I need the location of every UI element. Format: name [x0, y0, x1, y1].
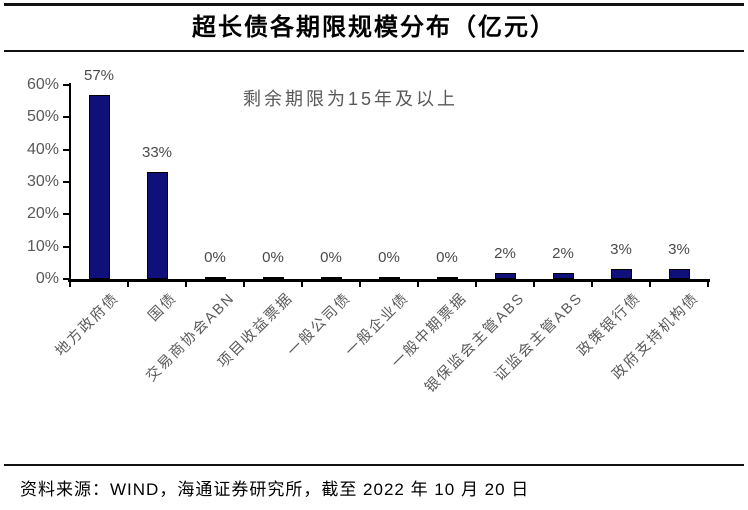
y-tick-label: 60%	[26, 76, 59, 93]
y-tick-label: 30%	[26, 173, 59, 190]
y-tick-label: 50%	[26, 108, 59, 126]
x-axis-tick	[243, 281, 245, 287]
bar-chart-area: 剩余期限为15年及以上 0% 10% 20% 30% 40% 50% 60% 57% 地方政府债…	[26, 66, 710, 396]
bar-value-label: 57%	[83, 66, 115, 84]
top-border-line	[4, 3, 744, 6]
x-axis-tick	[533, 281, 535, 287]
x-axis-tick	[417, 281, 419, 287]
bar-value-label: 0%	[320, 249, 342, 266]
y-tick-label: 10%	[26, 237, 59, 255]
bar	[436, 277, 458, 279]
bar	[552, 272, 574, 279]
bar-value-label: 3%	[668, 241, 690, 259]
y-tick-label: 20%	[26, 205, 59, 223]
x-axis-tick	[127, 281, 129, 287]
bar	[146, 172, 168, 279]
y-axis-tick	[63, 278, 70, 280]
y-axis-tick	[63, 148, 70, 151]
chart-title: 超长债各期限规模分布（亿元）	[192, 14, 556, 41]
footer-separator-line	[4, 464, 744, 466]
bar	[262, 277, 284, 279]
x-axis-tick	[359, 281, 361, 287]
bar-value-label: 3%	[610, 241, 632, 259]
bar	[378, 277, 400, 279]
bar-value-label: 33%	[141, 144, 173, 162]
y-axis-tick	[63, 116, 70, 119]
x-axis-line	[68, 279, 710, 282]
bar-value-label: 0%	[262, 249, 284, 266]
bar	[668, 269, 690, 279]
x-axis-tick	[649, 281, 651, 287]
y-tick-label: 0%	[35, 270, 59, 287]
bar-value-label: 0%	[204, 249, 226, 266]
x-axis-tick	[185, 281, 187, 287]
x-axis-tick	[69, 281, 71, 287]
bar	[610, 269, 632, 279]
y-axis-tick	[63, 181, 70, 183]
chart-annotation: 剩余期限为15年及以上	[243, 89, 459, 109]
bar-value-label: 0%	[436, 249, 458, 266]
x-axis-tick	[707, 281, 709, 287]
bar-value-label: 2%	[552, 244, 574, 262]
y-axis-tick	[63, 84, 70, 86]
y-axis-tick	[63, 245, 70, 248]
source-note: 资料来源：WIND，海通证券研究所，截至 2022 年 10 月 20 日	[20, 480, 530, 499]
bar	[88, 94, 110, 279]
bar-value-label: 0%	[378, 249, 400, 266]
y-axis-line	[69, 83, 71, 281]
bar	[204, 277, 226, 279]
x-axis-tick	[591, 281, 593, 287]
y-tick-label: 40%	[26, 140, 59, 158]
bar	[320, 277, 342, 279]
bar-value-label: 2%	[494, 244, 516, 262]
x-axis-tick	[475, 281, 477, 287]
x-axis-tick	[301, 281, 303, 287]
title-underline	[4, 50, 744, 52]
y-axis-tick	[63, 213, 70, 216]
bar	[494, 272, 516, 279]
